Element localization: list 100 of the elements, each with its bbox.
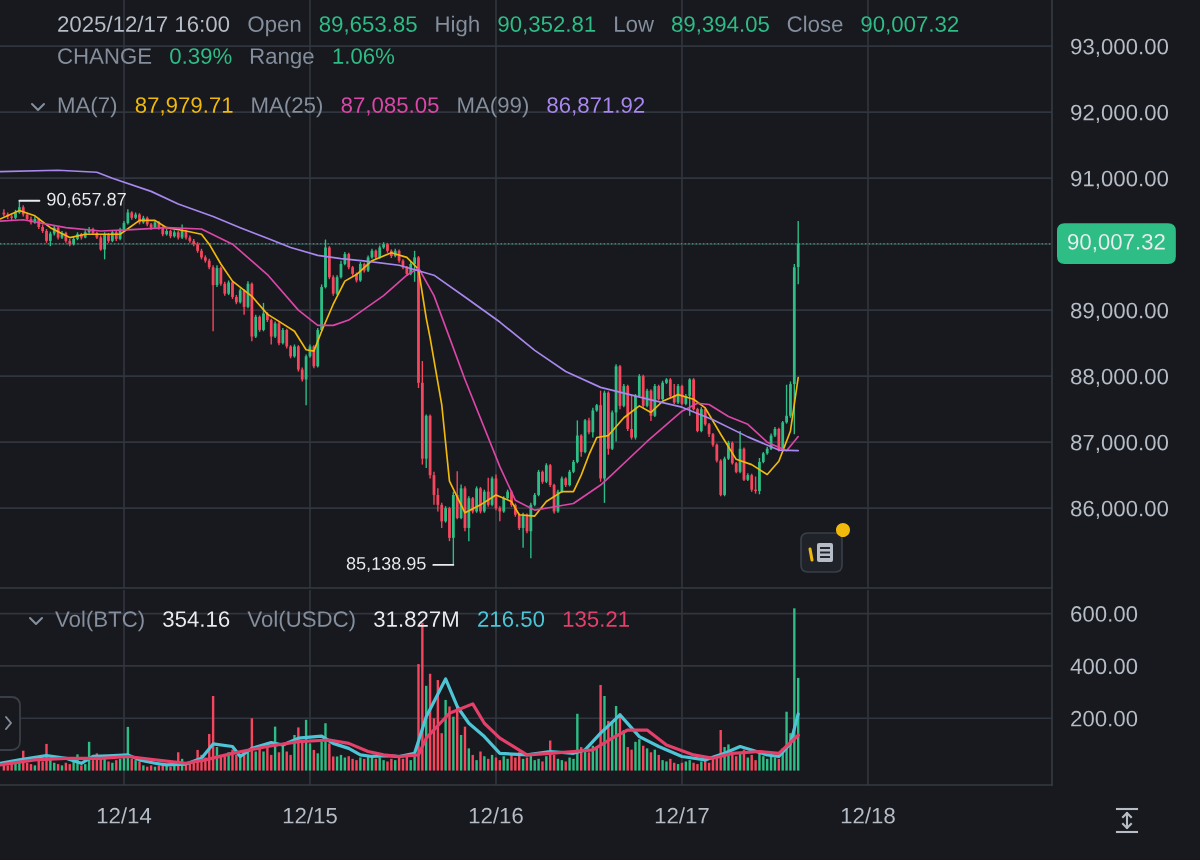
bar [452, 716, 455, 771]
candlestick [293, 343, 296, 359]
candlestick [475, 485, 478, 514]
x-tick-label: 12/16 [469, 807, 523, 824]
y-tick-label: 200.00 [1071, 710, 1138, 727]
candlestick [455, 470, 459, 521]
y-tick-label: 93,000.00 [1071, 38, 1169, 58]
candlestick [289, 344, 292, 360]
candlestick [506, 488, 509, 501]
annotation: 90,352.81 [498, 16, 596, 35]
candlestick [254, 314, 258, 339]
bar [157, 765, 161, 771]
candlestick [444, 505, 447, 524]
bar [111, 762, 114, 771]
bar [762, 756, 765, 771]
bar [107, 761, 110, 771]
bar [758, 753, 761, 771]
bar [60, 765, 64, 771]
bar [661, 760, 664, 771]
annotation: 85,138.95 [346, 557, 426, 572]
bar [599, 685, 602, 771]
candlestick [630, 393, 633, 441]
annotation: High [436, 15, 479, 37]
candlestick [331, 274, 335, 297]
bar [731, 754, 734, 771]
y-tick-label: 600.00 [1071, 606, 1138, 622]
candlestick [785, 384, 788, 425]
candlestick [41, 223, 45, 234]
bar [692, 762, 695, 771]
bar [351, 758, 354, 771]
y-tick-label: 89,000.00 [1071, 302, 1169, 322]
candlestick [134, 211, 138, 220]
y-tick-label: 91,000.00 [1071, 170, 1169, 190]
candlestick [413, 250, 416, 283]
annotation: 89,653.85 [319, 16, 417, 35]
candlestick [668, 377, 672, 398]
annotation: MA(99) [458, 96, 528, 118]
candlestick [196, 241, 200, 254]
candlestick [169, 228, 172, 239]
bar [684, 761, 688, 771]
candlestick [591, 407, 595, 439]
candlestick [262, 302, 265, 332]
candlestick [661, 380, 664, 402]
bar [149, 765, 153, 771]
bar [444, 699, 447, 771]
annotation: Vol(BTC) [55, 610, 144, 632]
bar [382, 760, 385, 771]
annotation: 1.06% [333, 48, 395, 64]
annotation: Close [787, 15, 843, 32]
candlestick [165, 228, 169, 237]
candlestick [107, 232, 110, 244]
bar [630, 749, 633, 771]
bar [634, 741, 637, 771]
candlestick [696, 407, 699, 433]
candlestick [688, 377, 692, 417]
annotation: Low [615, 16, 655, 32]
bar [669, 758, 672, 771]
y-tick-label: 86,000.00 [1071, 500, 1169, 520]
candlestick [579, 433, 583, 458]
bar [413, 756, 416, 771]
line-series [0, 169, 800, 452]
bar [33, 765, 37, 771]
candlestick [200, 248, 203, 261]
candlestick [479, 486, 482, 515]
annotation: Vol(USDC) [247, 610, 355, 632]
candlestick [603, 389, 606, 504]
candlestick [269, 318, 273, 346]
annotation: 135.21 [563, 611, 630, 627]
bar [564, 761, 567, 771]
ref-line-label: 90,007.32 [1068, 233, 1165, 253]
candlestick [45, 228, 48, 244]
bar [262, 751, 265, 771]
annotation: Open [248, 16, 301, 37]
candlestick [258, 314, 261, 333]
annotation: CHANGE [58, 48, 152, 64]
x-tick-label: 12/14 [97, 807, 152, 824]
bar [638, 739, 641, 771]
candlestick [672, 383, 676, 405]
candlestick [692, 377, 695, 412]
x-tick-label: 12/15 [283, 807, 337, 824]
annotation: 87,085.05 [341, 97, 439, 116]
annotation: 31.827M [374, 611, 458, 627]
bar [510, 754, 513, 771]
bar [169, 766, 172, 771]
bar [700, 761, 703, 771]
candlestick [634, 393, 637, 441]
bar [568, 757, 571, 771]
annotation: 87,979.71 [135, 97, 233, 116]
candlestick [544, 462, 548, 484]
bar [696, 764, 699, 771]
candlestick [231, 280, 234, 300]
y-tick-label: 88,000.00 [1071, 368, 1169, 388]
annotation: MA(7) [58, 96, 117, 118]
candlestick [296, 344, 300, 373]
bar [576, 713, 579, 771]
candlestick [758, 457, 761, 495]
annotation: 354.16 [163, 611, 230, 627]
bar [328, 743, 331, 771]
annotation: 90,007.32 [861, 16, 959, 35]
candlestick [386, 242, 389, 254]
